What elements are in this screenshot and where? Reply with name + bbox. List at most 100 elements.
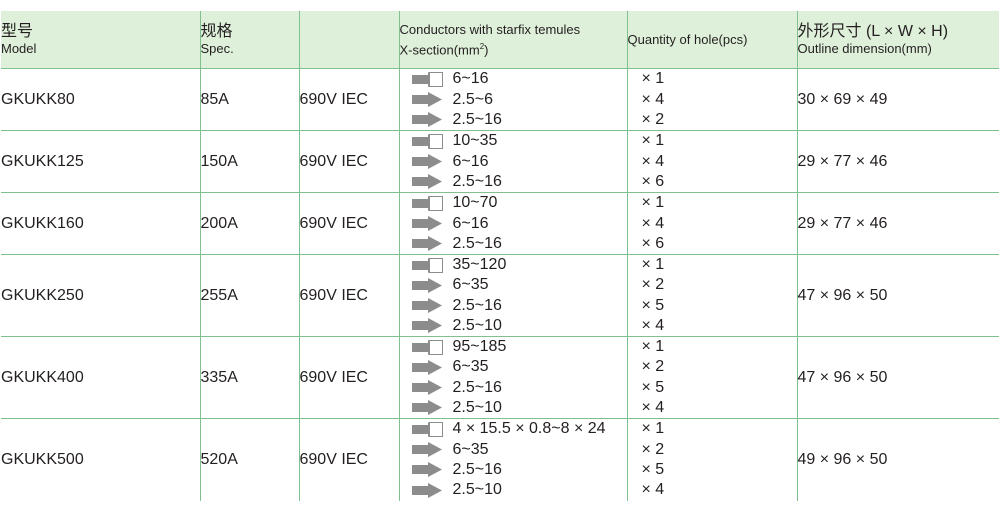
arrow-solid-icon: [411, 482, 442, 498]
quantity-cell: × 1 × 4 × 6: [627, 130, 798, 193]
table-row: GKUKK160 200A 690V IEC 10~70 6~16 2.5~16 × 1 × …: [1, 192, 999, 255]
conductors-cell: 35~120 6~35 2.5~16 2.5~10: [399, 254, 628, 337]
table-row: GKUKK400 335A 690V IEC 95~185 6~35 2.5~16 2.5~…: [1, 336, 999, 419]
quantity-item: × 4: [641, 481, 665, 499]
header-row: 型号 Model 规格 Spec. Conductors with starfi…: [1, 11, 999, 69]
conductor-range: 2.5~10: [452, 316, 502, 334]
conductor-item: 2.5~16: [411, 378, 627, 398]
conductor-range: 10~35: [452, 132, 498, 150]
arrow-solid-icon: [411, 298, 442, 314]
conductor-item: 2.5~10: [411, 480, 627, 500]
conductor-item: 6~16: [411, 213, 627, 233]
model-cell: GKUKK125: [1, 130, 201, 193]
header-model-zh: 型号: [1, 23, 34, 40]
conductor-range: 6~35: [452, 358, 489, 376]
quantity-item: × 5: [641, 296, 665, 314]
arrow-outline-icon: [411, 421, 443, 437]
quantity-item: × 5: [641, 378, 665, 396]
conductor-item: 2.5~16: [411, 172, 627, 192]
voltage-cell: 690V IEC: [299, 130, 400, 193]
conductor-item: 2.5~16: [411, 110, 627, 130]
table-body: GKUKK80 85A 690V IEC 6~16 2.5~6 2.5~16 × 1 × 4 ×…: [1, 68, 999, 501]
conductor-range: 2.5~16: [452, 460, 502, 478]
model-cell: GKUKK80: [1, 68, 201, 131]
table-row: GKUKK80 85A 690V IEC 6~16 2.5~6 2.5~16 × 1 × 4 ×…: [1, 68, 999, 131]
conductor-item: 95~185: [411, 337, 627, 357]
arrow-outline-icon: [411, 195, 443, 211]
arrow-solid-icon: [411, 174, 442, 190]
conductor-item: 6~16: [411, 69, 627, 89]
conductor-range: 6~35: [452, 276, 489, 294]
arrow-solid-icon: [411, 400, 442, 416]
arrow-solid-icon: [411, 216, 442, 231]
voltage-cell: 690V IEC: [299, 254, 400, 337]
quantity-item: × 6: [641, 234, 665, 252]
quantity-item: × 4: [641, 90, 665, 108]
quantity-cell: × 1 × 4 × 2: [627, 68, 798, 131]
conductor-item: 2.5~10: [411, 316, 627, 336]
arrow-solid-icon: [411, 92, 442, 107]
header-spec-en: Spec.: [200, 41, 234, 56]
conductor-item: 6~16: [411, 151, 627, 171]
arrow-solid-icon: [411, 112, 442, 128]
conductor-range: 2.5~16: [452, 110, 502, 128]
header-conductors-sup: 2: [479, 41, 485, 51]
quantity-item: × 2: [641, 276, 665, 294]
quantity-item: × 4: [641, 152, 665, 170]
arrow-outline-icon: [411, 133, 443, 149]
conductor-item: 2.5~16: [411, 460, 627, 480]
spec-table: 型号 Model 规格 Spec. Conductors with starfi…: [1, 11, 999, 501]
conductors-cell: 95~185 6~35 2.5~16 2.5~10: [399, 336, 628, 419]
conductor-item: 35~120: [411, 255, 627, 275]
conductor-item: 4 × 15.5 × 0.8~8 × 24: [411, 419, 627, 439]
quantity-item: × 4: [641, 316, 665, 334]
conductor-range: 95~185: [452, 338, 507, 356]
table-row: GKUKK500 520A 690V IEC 4 × 15.5 × 0.8~8 × 2…: [1, 418, 999, 501]
conductor-range: 35~120: [452, 256, 507, 274]
header-voltage: [299, 11, 400, 69]
spec-cell: 200A: [200, 192, 300, 255]
header-spec-zh: 规格: [200, 23, 233, 40]
conductor-item: 6~35: [411, 440, 627, 460]
conductor-range: 6~16: [452, 70, 489, 88]
model-cell: GKUKK500: [1, 418, 201, 501]
outline-cell: 47 × 96 × 50: [797, 286, 888, 304]
conductor-range: 2.5~16: [452, 234, 502, 252]
quantity-item: × 2: [641, 358, 665, 376]
header-outline-zh: 外形尺寸 (L × W × H): [797, 23, 949, 40]
quantity-cell: × 1 × 2 × 5 × 4: [627, 418, 798, 501]
voltage-cell: 690V IEC: [299, 418, 400, 501]
outline-cell: 30 × 69 × 49: [797, 90, 888, 108]
header-spec: 规格 Spec.: [200, 11, 300, 69]
table-row: GKUKK125 150A 690V IEC 10~35 6~16 2.5~16 × 1 × …: [1, 130, 999, 193]
arrow-solid-icon: [411, 277, 442, 293]
arrow-solid-icon: [411, 462, 442, 478]
outline-cell: 47 × 96 × 50: [797, 368, 888, 386]
quantity-cell: × 1 × 4 × 6: [627, 192, 798, 255]
conductor-range: 6~16: [452, 152, 489, 170]
header-outline-en: Outline dimension(mm): [797, 41, 932, 56]
quantity-item: × 5: [641, 460, 665, 478]
header-conductors: Conductors with starfix temules X-sectio…: [399, 11, 628, 69]
conductors-cell: 6~16 2.5~6 2.5~16: [399, 68, 628, 131]
arrow-outline-icon: [411, 257, 443, 273]
arrow-outline-icon: [411, 339, 443, 355]
conductors-cell: 4 × 15.5 × 0.8~8 × 24 6~35 2.5~16 2.5~10: [399, 418, 628, 501]
conductor-range: 10~70: [452, 194, 498, 212]
quantity-item: × 1: [641, 132, 665, 150]
spec-cell: 150A: [200, 130, 300, 193]
arrow-solid-icon: [411, 359, 442, 375]
quantity-item: × 1: [641, 194, 665, 212]
conductor-item: 2.5~10: [411, 398, 627, 418]
conductor-item: 2.5~16: [411, 296, 627, 316]
quantity-item: × 6: [641, 172, 665, 190]
arrow-solid-icon: [411, 380, 442, 396]
voltage-cell: 690V IEC: [299, 336, 400, 419]
quantity-item: × 1: [641, 338, 665, 356]
arrow-solid-icon: [411, 154, 442, 169]
voltage-cell: 690V IEC: [299, 68, 400, 131]
quantity-item: × 1: [641, 420, 665, 438]
conductors-cell: 10~70 6~16 2.5~16: [399, 192, 628, 255]
header-model-en: Model: [1, 41, 37, 56]
table-row: GKUKK250 255A 690V IEC 35~120 6~35 2.5~16 2.5~…: [1, 254, 999, 337]
